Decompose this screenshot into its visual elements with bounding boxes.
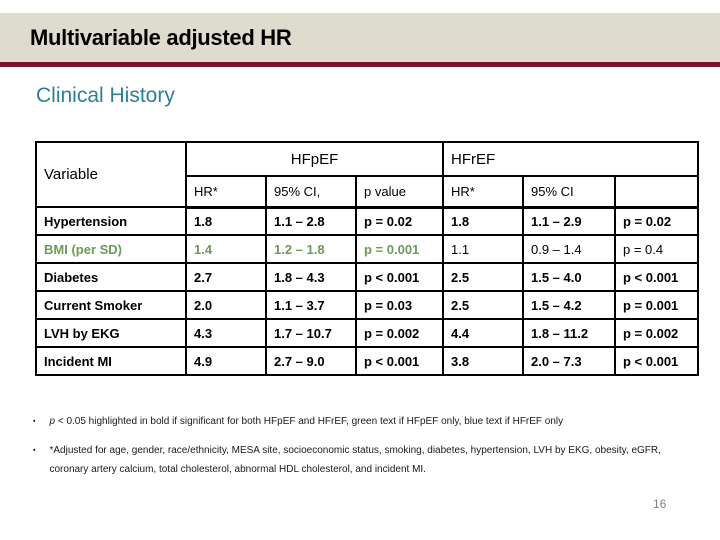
cell-hfref-ci: 1.5 – 4.2 xyxy=(522,290,616,320)
cell-hfpef-hr: 4.3 xyxy=(185,318,267,348)
title-bar: Multivariable adjusted HR xyxy=(0,13,720,62)
bullet-icon: ▪ xyxy=(33,418,36,425)
cell-variable: Diabetes xyxy=(35,262,187,292)
cell-hfpef-hr: 4.9 xyxy=(185,346,267,376)
section-subtitle: Clinical History xyxy=(36,84,175,107)
cell-hfpef-pvalue: p = 0.002 xyxy=(355,318,444,348)
page-number: 16 xyxy=(653,497,667,511)
cell-variable: BMI (per SD) xyxy=(35,234,187,264)
cell-hfref-hr: 4.4 xyxy=(442,318,524,348)
accent-line-divider xyxy=(0,62,720,67)
footnote-body: < 0.05 highlighted in bold if significan… xyxy=(55,416,564,427)
cell-variable: LVH by EKG xyxy=(35,318,187,348)
cell-hfpef-ci: 1.1 – 2.8 xyxy=(265,206,357,236)
cell-hfref-pvalue: p < 0.001 xyxy=(613,346,700,376)
subheader-hfpef-hr: HR* xyxy=(185,175,267,209)
table-header-row-subheaders: HR* 95% CI, p value HR* 95% CI xyxy=(36,175,700,209)
footnote-text: p < 0.05 highlighted in bold if signific… xyxy=(49,412,681,432)
cell-variable: Current Smoker xyxy=(35,290,187,320)
cell-hfpef-hr: 2.7 xyxy=(185,262,267,292)
slide-title: Multivariable adjusted HR xyxy=(30,24,292,50)
col-header-hfpef: HFpEF xyxy=(185,141,444,177)
cell-hfref-pvalue: p < 0.001 xyxy=(613,262,700,292)
cell-hfref-ci: 2.0 – 7.3 xyxy=(522,346,616,376)
cell-hfpef-ci: 2.7 – 9.0 xyxy=(265,346,357,376)
cell-hfref-ci: 0.9 – 1.4 xyxy=(522,234,616,264)
table-row-current-smoker: Current Smoker 2.0 1.1 – 3.7 p = 0.03 2.… xyxy=(35,290,700,320)
cell-hfpef-pvalue: p = 0.03 xyxy=(355,290,444,320)
footnotes-list: ▪ p < 0.05 highlighted in bold if signif… xyxy=(33,412,681,489)
footnote-adjustment-covariates: ▪ *Adjusted for age, gender, race/ethnic… xyxy=(33,441,681,480)
cell-hfref-pvalue: p = 0.02 xyxy=(613,206,700,236)
cell-hfpef-ci: 1.2 – 1.8 xyxy=(265,234,357,264)
col-header-variable: Variable xyxy=(35,141,187,208)
table-row-incident-mi: Incident MI 4.9 2.7 – 9.0 p < 0.001 3.8 … xyxy=(35,346,700,376)
cell-hfpef-hr: 2.0 xyxy=(185,290,267,320)
table-row-hypertension: Hypertension 1.8 1.1 – 2.8 p = 0.02 1.8 … xyxy=(35,206,700,236)
subheader-hfpef-ci: 95% CI, xyxy=(265,175,357,209)
subheader-hfref-pvalue-blank xyxy=(613,175,700,209)
subheader-hfpef-pvalue: p value xyxy=(355,175,444,209)
subheader-hfref-hr: HR* xyxy=(442,175,524,209)
cell-variable: Hypertension xyxy=(35,206,187,236)
cell-hfpef-hr: 1.4 xyxy=(185,234,267,264)
cell-hfref-pvalue: p = 0.4 xyxy=(613,234,700,264)
footnote-body: *Adjusted for age, gender, race/ethnicit… xyxy=(49,444,661,476)
cell-hfpef-ci: 1.1 – 3.7 xyxy=(265,290,357,320)
table-row-lvh-by-ekg: LVH by EKG 4.3 1.7 – 10.7 p = 0.002 4.4 … xyxy=(35,318,700,348)
cell-hfref-pvalue: p = 0.001 xyxy=(613,290,700,320)
cell-hfref-hr: 1.8 xyxy=(442,206,524,236)
footnote-text: *Adjusted for age, gender, race/ethnicit… xyxy=(49,441,681,480)
cell-hfref-hr: 1.1 xyxy=(442,234,524,264)
cell-variable: Incident MI xyxy=(35,346,187,376)
cell-hfref-ci: 1.5 – 4.0 xyxy=(522,262,616,292)
cell-hfref-pvalue: p = 0.002 xyxy=(613,318,700,348)
col-header-hfref: HFrEF xyxy=(441,141,700,177)
table-header-row-groups: Variable HFpEF HFrEF xyxy=(35,141,700,208)
cell-hfref-hr: 2.5 xyxy=(442,262,524,292)
hazard-ratio-table: Variable HFpEF HFrEF HR* 95% CI, p value… xyxy=(35,141,700,376)
footnote-italic-lead: p xyxy=(49,416,56,427)
cell-hfpef-ci: 1.8 – 4.3 xyxy=(265,262,357,292)
cell-hfref-hr: 3.8 xyxy=(442,346,524,376)
bullet-icon: ▪ xyxy=(33,446,36,454)
cell-hfpef-ci: 1.7 – 10.7 xyxy=(265,318,357,348)
cell-hfpef-pvalue: p = 0.001 xyxy=(355,234,444,264)
cell-hfpef-pvalue: p = 0.02 xyxy=(355,206,444,236)
subheader-hfref-ci: 95% CI xyxy=(522,175,616,209)
cell-hfpef-pvalue: p < 0.001 xyxy=(355,262,444,292)
cell-hfref-hr: 2.5 xyxy=(442,290,524,320)
footnote-significance-legend: ▪ p < 0.05 highlighted in bold if signif… xyxy=(33,412,681,432)
cell-hfref-ci: 1.8 – 11.2 xyxy=(522,318,616,348)
cell-hfref-ci: 1.1 – 2.9 xyxy=(522,206,616,236)
table-row-bmi: BMI (per SD) 1.4 1.2 – 1.8 p = 0.001 1.1… xyxy=(35,234,700,264)
cell-hfpef-pvalue: p < 0.001 xyxy=(355,346,444,376)
cell-hfpef-hr: 1.8 xyxy=(185,206,267,236)
table-row-diabetes: Diabetes 2.7 1.8 – 4.3 p < 0.001 2.5 1.5… xyxy=(35,262,700,292)
